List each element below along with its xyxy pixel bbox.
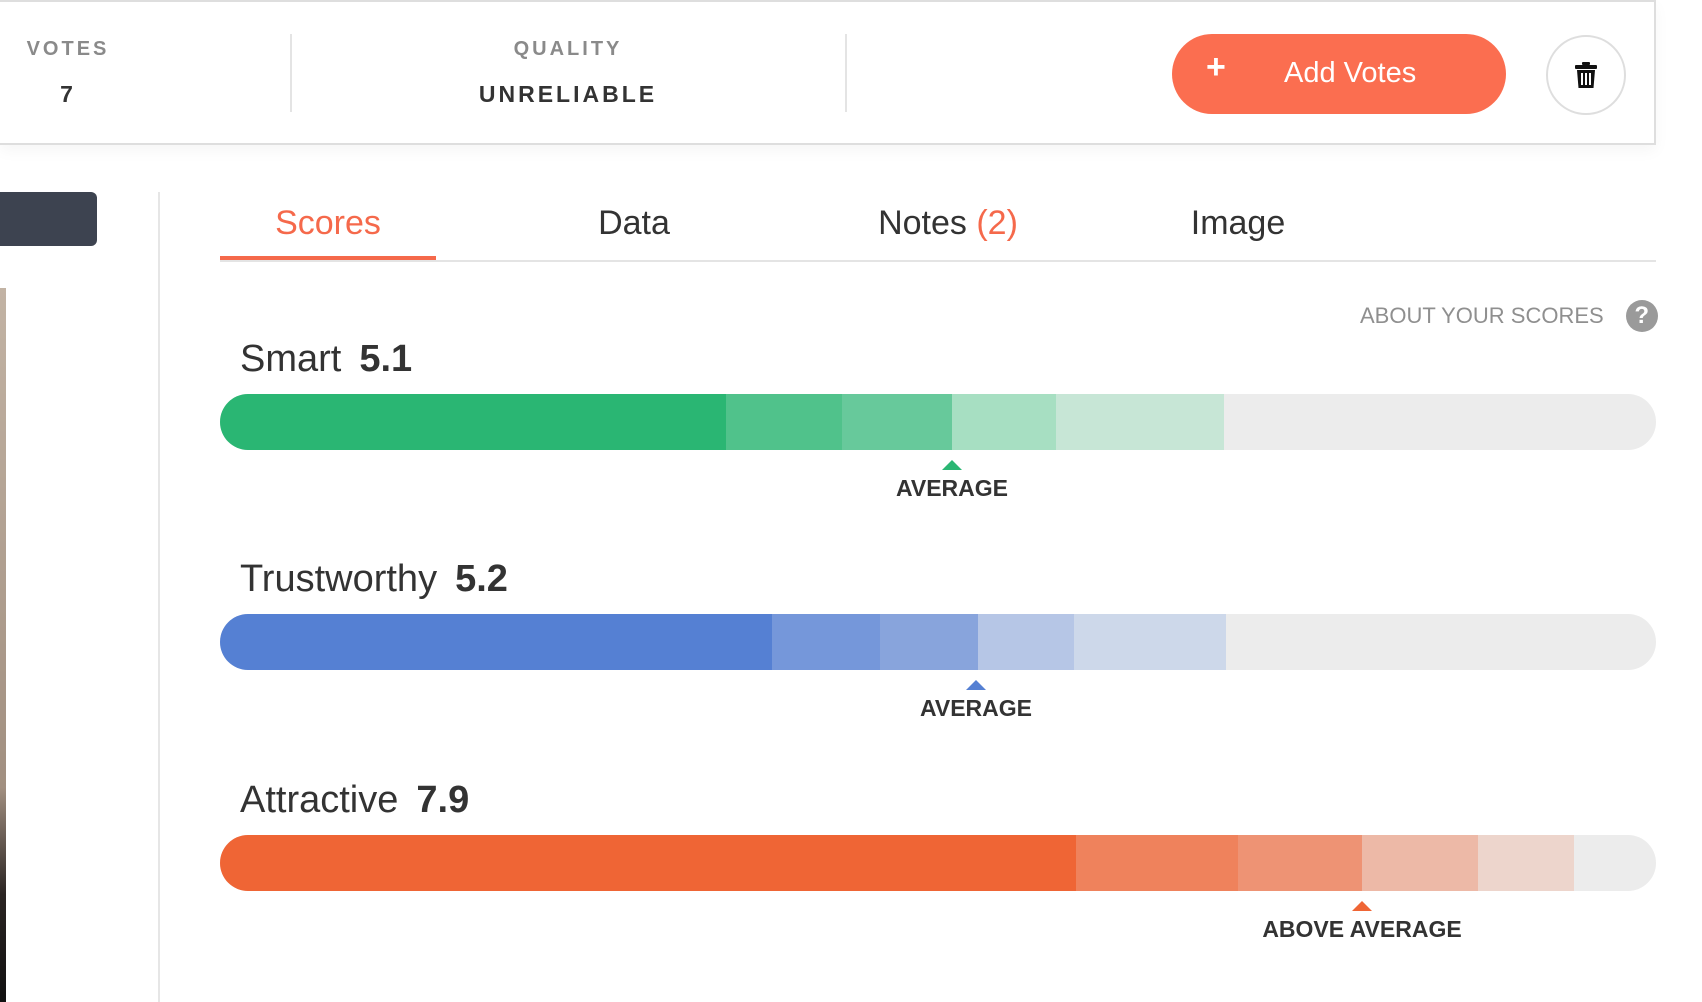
bar-band: [952, 394, 1056, 450]
profile-photo-edge: [0, 288, 6, 1002]
tab-notes[interactable]: Notes (2): [848, 204, 1048, 243]
tab-image[interactable]: Image: [1190, 204, 1286, 242]
bar-fill: [220, 614, 772, 670]
delete-button[interactable]: [1546, 35, 1626, 115]
header-divider: [845, 34, 847, 112]
votes-label: VOTES: [26, 38, 110, 60]
marker-label: AVERAGE: [919, 695, 1033, 721]
trash-icon: [1575, 62, 1597, 88]
metric-heading: Trustworthy 5.2: [240, 558, 508, 601]
bar-band: [1074, 614, 1226, 670]
tab-scores[interactable]: Scores: [275, 204, 381, 242]
sidebar-button[interactable]: [0, 192, 97, 246]
notes-count-badge: (2): [976, 204, 1018, 242]
bar-band: [1238, 835, 1362, 891]
header-divider: [290, 34, 292, 112]
metric-name: Attractive: [240, 779, 399, 821]
average-marker-icon: [942, 460, 962, 470]
quality-stat: QUALITY UNRELIABLE: [292, 38, 844, 108]
add-votes-button[interactable]: + Add Votes: [1172, 34, 1506, 114]
add-votes-label: Add Votes: [1284, 57, 1417, 89]
metric-score: 5.2: [455, 558, 508, 600]
marker-label: ABOVE AVERAGE: [1262, 916, 1462, 942]
score-bar: [220, 614, 1656, 670]
score-bar: [220, 835, 1656, 891]
bar-band: [1362, 835, 1478, 891]
metric-name: Smart: [240, 338, 342, 380]
bar-band: [978, 614, 1074, 670]
content-divider: [158, 192, 160, 1002]
votes-stat: VOTES 7: [0, 38, 136, 108]
active-tab-indicator: [220, 256, 436, 260]
bar-fill: [220, 394, 726, 450]
metric-score: 5.1: [359, 338, 413, 380]
metric-heading: Attractive 7.9: [240, 779, 469, 822]
average-marker-icon: [966, 680, 986, 690]
bar-band: [880, 614, 978, 670]
votes-value: 7: [60, 81, 76, 107]
metric-score: 7.9: [416, 779, 470, 821]
tab-bar: Scores Data Notes (2) Image: [220, 190, 1656, 262]
bar-band: [1076, 835, 1238, 891]
bar-fill: [220, 835, 1076, 891]
tab-data[interactable]: Data: [598, 204, 670, 242]
bar-band: [1056, 394, 1224, 450]
stats-header: VOTES 7 QUALITY UNRELIABLE + Add Votes: [0, 0, 1656, 145]
quality-label: QUALITY: [513, 38, 623, 60]
score-bar: [220, 394, 1656, 450]
quality-value: UNRELIABLE: [478, 81, 658, 107]
bar-band: [1478, 835, 1574, 891]
about-scores-link[interactable]: ABOUT YOUR SCORES ?: [1360, 300, 1658, 332]
above-average-marker-icon: [1352, 901, 1372, 911]
bar-band: [842, 394, 952, 450]
tab-notes-label: Notes: [878, 204, 967, 242]
help-icon[interactable]: ?: [1625, 300, 1658, 332]
bar-band: [772, 614, 880, 670]
bar-band: [726, 394, 842, 450]
metric-heading: Smart 5.1: [240, 338, 412, 381]
plus-icon: +: [1206, 48, 1226, 86]
metric-name: Trustworthy: [240, 558, 438, 600]
about-scores-label: ABOUT YOUR SCORES: [1360, 303, 1604, 328]
marker-label: AVERAGE: [895, 475, 1009, 501]
